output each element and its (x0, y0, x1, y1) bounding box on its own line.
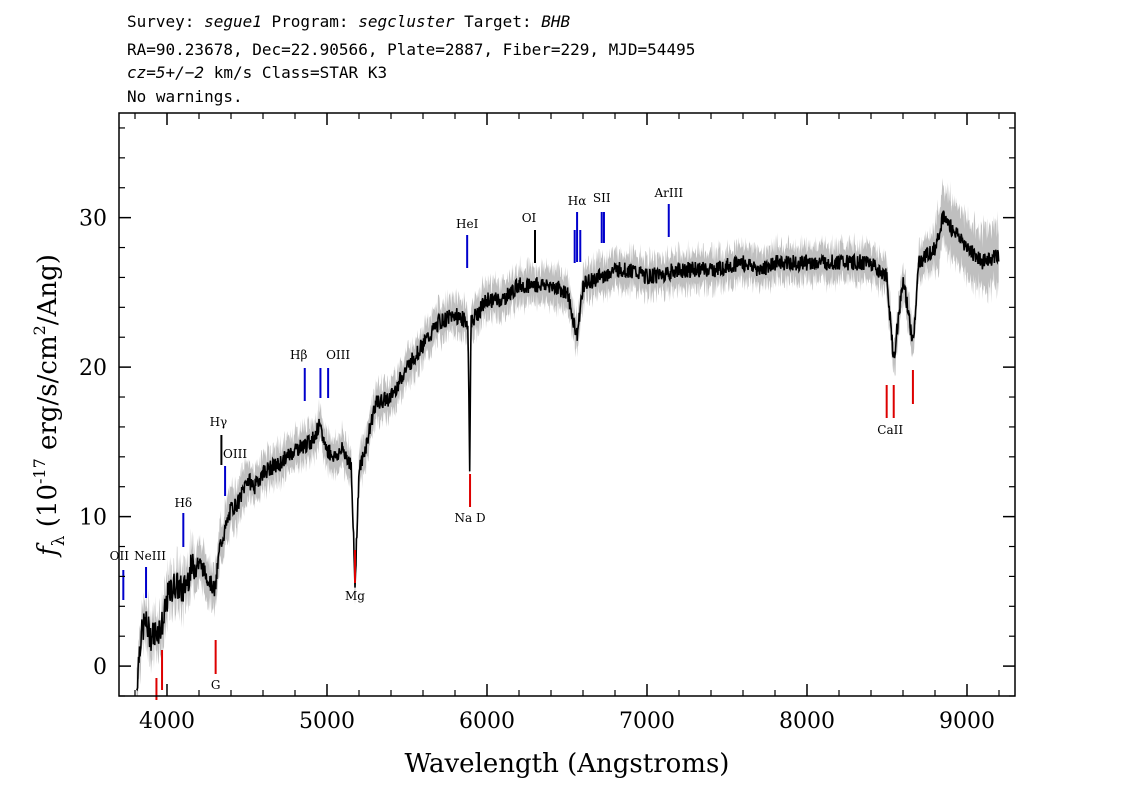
header-line-3: cz=5+/−2 km/s Class=STAR K3 (127, 63, 388, 82)
emission-line-label: Hγ (210, 415, 228, 429)
x-tick-label: 4000 (139, 709, 195, 734)
ylabel-lambda: λ (49, 535, 69, 546)
ylabel-part: (10 (33, 484, 63, 536)
absorption-line-label: Na D (454, 511, 485, 525)
spectrum-series (135, 209, 1000, 692)
ylabel-sq: 2 (30, 325, 49, 335)
header-line-2: RA=90.23678, Dec=22.90566, Plate=2887, F… (127, 40, 696, 59)
x-tick-label: 6000 (459, 709, 515, 734)
x-tick-label: 5000 (299, 709, 355, 734)
error-band (136, 177, 999, 696)
plot-frame (118, 112, 1016, 697)
ylabel-part3: /Ang) (33, 254, 63, 325)
y-tick-label: 30 (79, 207, 107, 232)
y-tick-label: 20 (79, 356, 107, 381)
ylabel-exp: -17 (30, 458, 49, 484)
survey-name: segue1 (204, 12, 262, 31)
x-tick-label: 9000 (939, 709, 995, 734)
absorption-line-label: Mg (345, 589, 365, 603)
emission-line-label: OI (522, 211, 537, 225)
redshift-value: cz=5+/−2 (127, 63, 205, 82)
emission-line-label: Hβ (290, 348, 307, 362)
emission-line-label: NeIII (134, 549, 166, 563)
header-line-4: No warnings. (127, 87, 243, 106)
emission-line-label: OIII (326, 348, 350, 362)
emission-line-label: ArIII (653, 186, 683, 200)
emission-line-label: OIII (223, 447, 247, 461)
emission-line-label: HeI (456, 217, 479, 231)
header-line-1: Survey: segue1 Program: segcluster Targe… (127, 12, 571, 31)
x-tick-label: 7000 (619, 709, 675, 734)
y-tick-label: 10 (79, 506, 107, 531)
x-axis-title: Wavelength (Angstroms) (405, 749, 730, 779)
spectrum-line (135, 209, 1000, 692)
y-tick-label: 0 (93, 655, 107, 680)
error-band-area (136, 177, 999, 696)
axis-ticks: 4000 5000 6000 7000 8000 9000 0 10 20 30 (79, 113, 1015, 734)
emission-line-label: Hδ (174, 496, 192, 510)
absorption-line-label: G (211, 678, 221, 692)
absorption-line-label: CaII (877, 423, 903, 437)
x-tick-label: 8000 (779, 709, 835, 734)
emission-line-label: Hα (568, 194, 587, 208)
target-name: BHB (541, 12, 571, 31)
program-name: segcluster (358, 12, 455, 31)
y-axis-title: fλ (10-17 erg/s/cm2/Ang) (30, 254, 69, 558)
ylabel-part2: erg/s/cm (33, 335, 63, 458)
emission-line-label: SII (593, 191, 611, 205)
